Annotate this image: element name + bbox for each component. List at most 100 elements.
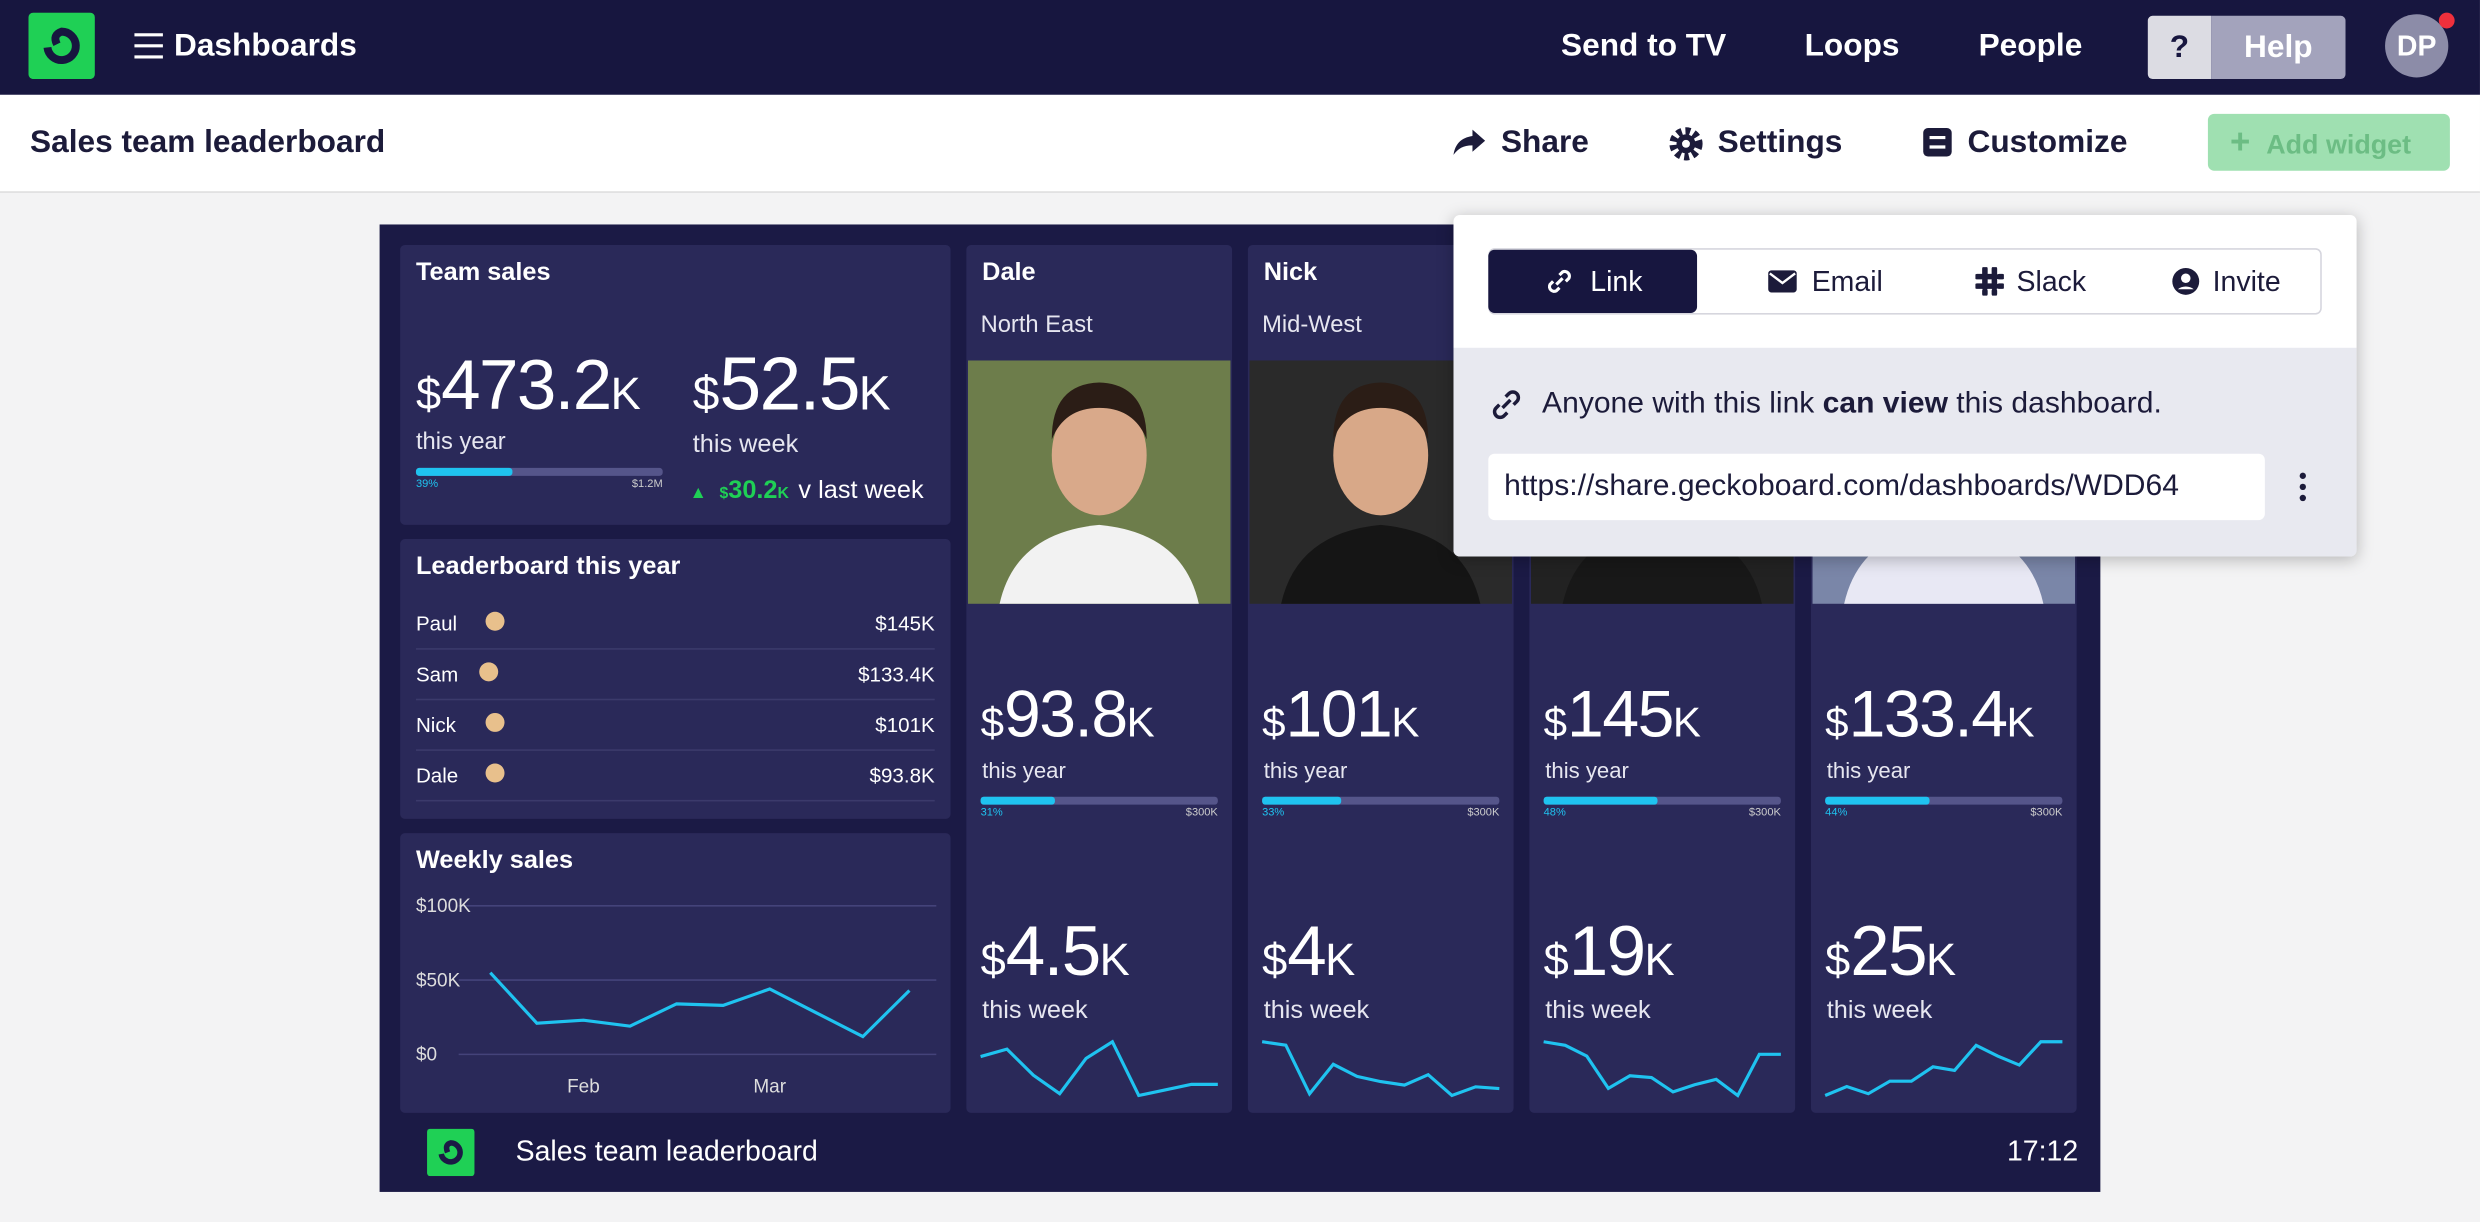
dashboards-menu[interactable]: Dashboards (173, 28, 357, 64)
progress-track (1262, 796, 1500, 805)
big-number: $52.5K (693, 343, 891, 428)
logo[interactable] (28, 12, 95, 80)
widget-title: Leaderboard this year (415, 553, 681, 581)
link-panel: Anyone with this link can view this dash… (1453, 347, 2357, 557)
unit: K (1126, 699, 1155, 746)
line-series (1824, 1040, 2063, 1097)
person-value: $93.8K (869, 763, 935, 788)
emoji-icon (485, 763, 505, 783)
widget-title: Team sales (415, 259, 551, 287)
progress-target: $300K (1185, 807, 1218, 819)
link-tab[interactable]: Link (1488, 249, 1698, 313)
tab-label: Slack (2016, 264, 2087, 297)
change-number: 30.2 (728, 477, 778, 505)
unit: K (1099, 934, 1130, 985)
help-icon[interactable]: ? (2147, 15, 2212, 80)
number: 101 (1285, 678, 1393, 752)
week-label: this week (1263, 997, 1370, 1025)
settings-icon (1669, 127, 1703, 161)
person-name: Dale (415, 763, 459, 788)
change-currency: $ (719, 485, 729, 503)
unit: K (1926, 934, 1957, 985)
number: 473.2 (441, 346, 612, 426)
big-number: $93.8K (981, 678, 1155, 753)
x-tick-label: Mar (753, 1076, 786, 1097)
nav-link[interactable]: Send to TV (1561, 28, 1727, 64)
leaderboard-row: Paul $145K (415, 599, 935, 650)
slack-tab[interactable]: Slack (1928, 250, 2134, 313)
progress-percent: 33% (1262, 807, 1285, 819)
invite-tab[interactable]: Invite (2134, 250, 2319, 313)
leaderboard-row: Sam $133.4K (415, 650, 935, 701)
sparkline (1543, 1040, 1781, 1098)
photo-hair (1051, 382, 1147, 440)
settings-button[interactable]: Settings (1717, 124, 1843, 160)
person-name: Paul (415, 611, 458, 636)
nav-link[interactable]: People (1978, 28, 2083, 64)
share-button[interactable]: Share (1500, 124, 1589, 160)
footer-logo (427, 1128, 475, 1177)
leaderboard-widget: Leaderboard this year Paul $145K Sam $133.4… (400, 539, 951, 819)
progress-percent: 48% (1543, 807, 1566, 819)
currency: $ (1543, 699, 1568, 746)
week-label: this week (982, 997, 1088, 1025)
person-name: Nick (415, 712, 456, 737)
currency: $ (692, 366, 720, 420)
message-text: this dashboard. (1947, 387, 2162, 421)
number: 25 (1850, 912, 1927, 992)
progress-track (415, 467, 663, 476)
progress-fill (1262, 796, 1341, 805)
menu-icon[interactable] (133, 32, 165, 60)
email-tab[interactable]: Email (1722, 250, 1928, 313)
help-button[interactable]: Help (2211, 15, 2346, 80)
progress-target: $300K (1467, 807, 1500, 819)
notification-dot (2438, 12, 2455, 29)
message-emphasis: can view (1822, 387, 1948, 421)
year-label: this year (415, 428, 506, 456)
team-sales-widget: Team sales $473.2K this year 39% $1.2M $52.5… (400, 245, 951, 525)
progress-fill (1825, 796, 1930, 805)
share-url-input[interactable]: https://share.geckoboard.com/dashboards/… (1488, 453, 2265, 521)
emoji-icon (485, 611, 505, 631)
photo-head (1333, 395, 1429, 516)
widget-title: Weekly sales (415, 847, 574, 875)
link-message: Anyone with this link can view this dash… (1542, 387, 2162, 422)
number: 4.5 (1005, 912, 1101, 992)
week-label: this week (692, 431, 799, 459)
currency: $ (1825, 934, 1851, 985)
unit: K (1644, 934, 1675, 985)
person-name: Nick (1263, 259, 1318, 287)
link-icon (1548, 269, 1572, 293)
unit: K (2006, 699, 2035, 746)
progress-fill (415, 467, 513, 476)
more-menu[interactable] (2296, 471, 2309, 503)
avatar[interactable]: DP (2385, 14, 2449, 78)
tab-label: Invite (2212, 264, 2281, 297)
progress-track (1543, 796, 1781, 805)
big-number: $101K (1262, 678, 1419, 753)
customize-button[interactable]: Customize (1967, 124, 2128, 160)
nav-link[interactable]: Loops (1804, 28, 1900, 64)
line-series (1261, 1040, 1500, 1098)
number: 52.5 (719, 343, 860, 427)
number: 19 (1568, 912, 1646, 992)
leaderboard-row: Dale $93.8K (415, 751, 935, 802)
year-label: this year (982, 757, 1066, 783)
up-arrow: ▲ (689, 483, 707, 503)
unit: K (1391, 699, 1420, 746)
person-photo (967, 360, 1231, 604)
week-label: this week (1826, 997, 1933, 1025)
footer-time: 17:12 (2006, 1135, 2079, 1167)
message-text: Anyone with this link (1542, 387, 1823, 421)
progress-fill (1543, 796, 1658, 805)
big-number: $4.5K (981, 912, 1130, 993)
week-label: this week (1545, 997, 1651, 1025)
progress-percent: 31% (980, 807, 1003, 819)
toolbar: Sales team leaderboard Share Settings Cu… (0, 94, 2480, 193)
add-widget-button[interactable]: + Add widget (2207, 113, 2450, 171)
invite-icon (2172, 267, 2200, 295)
person-value: $101K (875, 712, 935, 737)
year-label: this year (1826, 757, 1911, 783)
number: 145 (1567, 678, 1674, 752)
